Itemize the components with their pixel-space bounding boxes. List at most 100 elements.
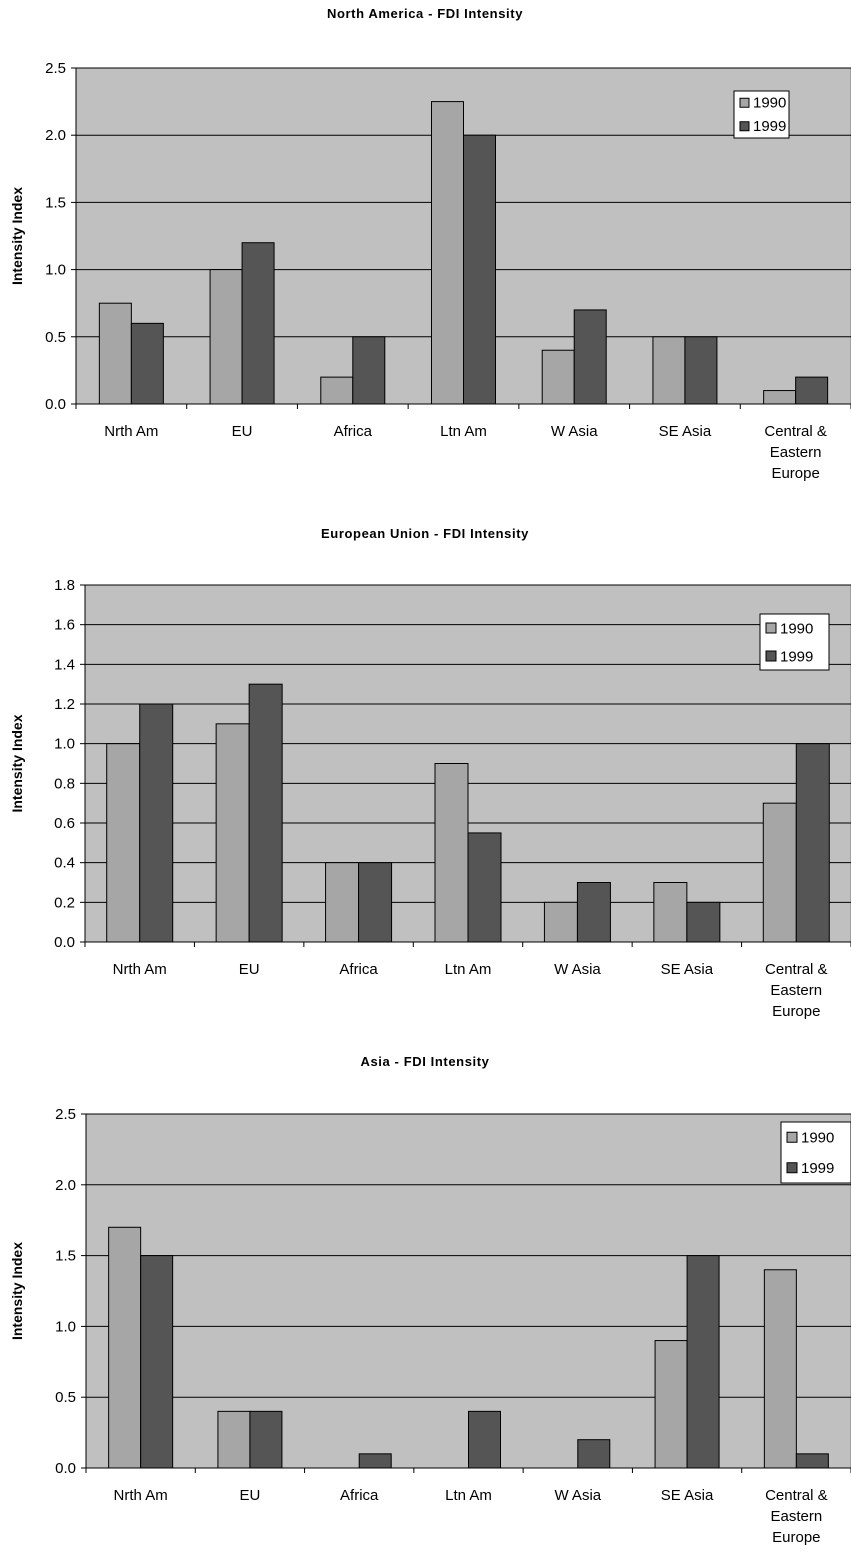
x-tick-label: Nrth Am: [104, 423, 158, 440]
x-tick-label: W Asia: [554, 961, 601, 978]
bar-1999-2: [249, 1410, 283, 1469]
x-tick-label: Ltn Am: [445, 961, 492, 978]
bar-1999-3: [358, 862, 393, 943]
bar-1990-7: [763, 1269, 797, 1469]
x-tick-label: Nrth Am: [114, 1487, 168, 1504]
y-tick-label: 1.0: [54, 736, 75, 753]
bar-1999-2: [248, 683, 283, 943]
bar-1999-7: [795, 376, 829, 405]
bar-1990-4: [434, 763, 469, 943]
bar-1990-2: [215, 723, 250, 943]
x-tick-label: Africa: [334, 423, 373, 440]
x-tick-label: Nrth Am: [113, 961, 167, 978]
chart-title: European Union - FDI Intensity: [321, 526, 529, 541]
bar-1999-5: [576, 882, 611, 943]
legend-label-1999: 1999: [801, 1160, 834, 1177]
y-tick-label: 0.0: [55, 1460, 76, 1477]
chart-3: Asia - FDI Intensity 0.0 0.5 1.0 1.5 2.0 2.5 In…: [9, 1054, 851, 1546]
legend-swatch-1990: [765, 622, 777, 634]
legend-swatch-1999: [739, 121, 750, 132]
bar-1999-5: [573, 309, 607, 405]
y-tick-label: 1.0: [55, 1318, 76, 1335]
bar-1999-4: [468, 1410, 501, 1469]
y-tick-label: 2.0: [55, 1177, 76, 1194]
y-axis-label: Intensity Index: [9, 1242, 25, 1340]
bar-1990-6: [652, 336, 686, 405]
bar-1990-4: [431, 101, 464, 405]
bar-1990-2: [217, 1410, 251, 1469]
x-tick-label: Africa: [340, 1487, 379, 1504]
bar-1999-6: [686, 901, 721, 943]
y-tick-label: 0.5: [45, 329, 66, 346]
legend: 1990 1999: [733, 90, 790, 139]
bar-1999-1: [130, 322, 164, 405]
x-tick-label: Central & Eastern Europe: [764, 423, 827, 482]
bar-1990-3: [325, 862, 360, 943]
bar-1999-7: [795, 1453, 829, 1469]
bar-1990-6: [654, 1340, 688, 1469]
y-tick-label: 1.2: [54, 696, 75, 713]
x-tick-label: W Asia: [551, 423, 598, 440]
x-tick-label: EU: [239, 961, 260, 978]
legend-label-1999: 1999: [753, 118, 786, 135]
y-tick-label: 1.6: [54, 617, 75, 634]
x-tick-label: SE Asia: [659, 423, 712, 440]
y-tick-label: 1.4: [54, 656, 75, 673]
x-tick-label: Ltn Am: [440, 423, 487, 440]
x-tick-label: SE Asia: [661, 961, 714, 978]
chart-1: North America - FDI Intensity 0.0 0.5 1.0 1.…: [9, 6, 851, 482]
y-tick-label: 0.6: [54, 815, 75, 832]
bar-1999-6: [684, 336, 718, 405]
bar-1999-2: [241, 242, 275, 405]
legend-label-1990: 1990: [801, 1130, 834, 1147]
y-tick-label: 1.5: [45, 194, 66, 211]
bar-1999-1: [140, 1255, 174, 1469]
x-tick-label: Central & Eastern Europe: [765, 1487, 828, 1546]
y-tick-label: 1.0: [45, 262, 66, 279]
legend: 1990 1999: [759, 613, 830, 671]
bar-1999-7: [795, 743, 830, 943]
bar-1999-4: [463, 134, 496, 405]
bar-1990-5: [541, 349, 575, 405]
legend-label-1990: 1990: [780, 620, 813, 637]
bar-1990-6: [653, 882, 688, 943]
y-tick-label: 2.0: [45, 127, 66, 144]
y-tick-label: 0.2: [54, 894, 75, 911]
y-tick-label: 1.8: [54, 577, 75, 594]
chart-title: Asia - FDI Intensity: [360, 1054, 489, 1069]
bar-1990-1: [106, 743, 141, 943]
legend-swatch-1999: [765, 650, 777, 662]
y-tick-label: 2.5: [55, 1106, 76, 1123]
legend-swatch-1990: [786, 1131, 798, 1143]
y-tick-label: 1.5: [55, 1248, 76, 1265]
legend-label-1999: 1999: [780, 648, 813, 665]
bar-1990-3: [320, 376, 354, 405]
bar-1999-3: [358, 1453, 392, 1469]
x-tick-label: W Asia: [554, 1487, 601, 1504]
bar-1990-7: [762, 802, 797, 943]
y-axis-label: Intensity Index: [9, 187, 25, 285]
bar-1990-1: [108, 1226, 142, 1469]
y-tick-label: 2.5: [45, 60, 66, 77]
legend-swatch-1990: [739, 97, 750, 108]
chart-title: North America - FDI Intensity: [327, 6, 523, 21]
bar-1999-4: [467, 832, 502, 943]
legend: 1990 1999: [780, 1121, 851, 1184]
x-tick-label: SE Asia: [661, 1487, 714, 1504]
bar-1999-1: [139, 703, 174, 943]
legend-label-1990: 1990: [753, 94, 786, 111]
plot-area: [85, 1113, 851, 1469]
bar-1999-6: [686, 1255, 720, 1469]
chart-2: European Union - FDI Intensity 0.0 0.2 0.4 0…: [9, 526, 851, 1020]
x-tick-label: Central & Eastern Europe: [765, 961, 828, 1020]
x-tick-label: Ltn Am: [445, 1487, 492, 1504]
y-tick-label: 0.5: [55, 1389, 76, 1406]
y-tick-label: 0.4: [54, 855, 75, 872]
bar-1999-5: [577, 1439, 611, 1469]
bar-1990-1: [98, 302, 132, 405]
bar-1999-3: [352, 336, 386, 405]
bar-1990-2: [209, 269, 243, 405]
y-tick-label: 0.8: [54, 775, 75, 792]
y-tick-label: 0.0: [45, 396, 66, 413]
